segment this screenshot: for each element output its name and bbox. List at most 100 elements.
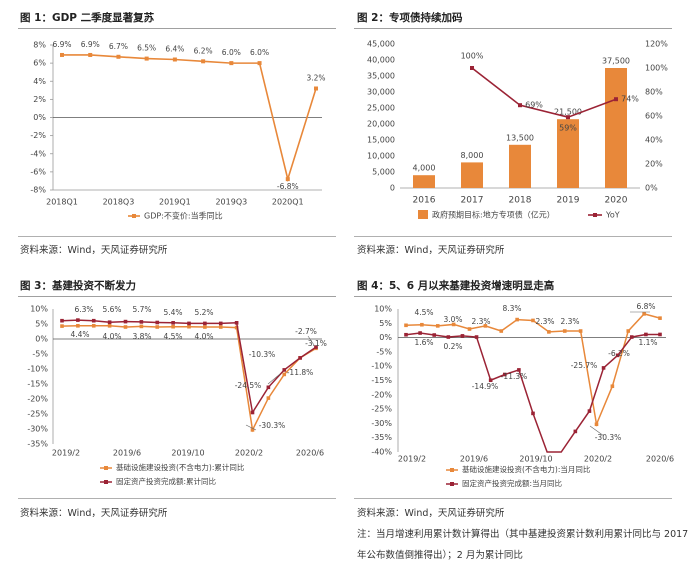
chart2-x-tick-label: 2017 (461, 196, 484, 206)
chart3-marker (250, 428, 255, 432)
chart4-annotation: 1.1% (638, 338, 657, 347)
chart4-bottom-rule (354, 498, 672, 499)
chart2-x-tick-label: 2019 (557, 196, 580, 206)
chart2-y-left-tick-label: 35,000 (367, 72, 395, 81)
chart3-marker (91, 318, 96, 323)
chart3-y-tick-label: -20% (27, 395, 48, 404)
chart3-marker (107, 324, 112, 328)
chart2-y-right-tick-label: 0% (645, 184, 658, 193)
chart3-leader-line (245, 424, 257, 431)
chart4-marker (404, 323, 408, 328)
chart4-title: 图 4：5、6 月以来基建投资增速明显走高 (357, 280, 555, 292)
chart3-annotation: 4.5% (163, 332, 182, 341)
chart1-gdp-marker (172, 57, 177, 62)
chart3-marker (187, 324, 191, 329)
chart2-legend-bar-swatch (418, 210, 428, 219)
chart4-marker (658, 332, 662, 337)
chart4-y-tick-label: -30% (371, 419, 392, 428)
chart3-annotation: -10.3% (249, 350, 276, 359)
chart3-marker (107, 320, 112, 324)
chart3-marker (139, 324, 144, 329)
chart3-source: 资料来源：Wind，天风证券研究所 (20, 508, 168, 519)
chart1-x-tick-label: 2018Q1 (46, 198, 78, 207)
chart2-y-right-tick-label: 120% (645, 40, 668, 49)
chart1-data-label: 6.9% (52, 40, 71, 49)
chart1-data-label: 3.2% (306, 74, 325, 83)
chart1-title: 图 1：GDP 二季度显著复苏 (20, 12, 155, 24)
chart4-y-tick-label: -20% (371, 390, 392, 399)
chart1-top-rule (18, 28, 336, 29)
chart3-marker (266, 396, 271, 400)
chart1-y-tick-label: -8% (30, 186, 46, 195)
chart3-legend-label-1: 基础设施建设投资(不含电力):累计同比 (116, 462, 245, 472)
chart3-marker (171, 321, 175, 325)
chart2-y-left-tick-label: 5,000 (372, 168, 395, 177)
chart2-bar-label: 37,500 (602, 57, 630, 66)
chart4-y-tick-label: -35% (371, 433, 392, 442)
chart1-legend-label: GDP:不变价:当季同比 (144, 211, 223, 221)
chart3-x-tick-label: 2019/2 (52, 449, 80, 458)
chart1-gdp-marker (314, 86, 318, 91)
chart3-marker (250, 410, 255, 415)
chart1-data-label: 6.9% (81, 40, 100, 49)
chart2-y-right-tick-label: 60% (645, 112, 663, 121)
chart3-marker (123, 319, 128, 324)
chart1-y-tick-label: 2% (33, 95, 46, 104)
chart4-x-tick-label: 2019/6 (460, 455, 488, 464)
chart4-annotation: 0.2% (443, 342, 462, 351)
chart2-title: 图 2：专项债持续加码 (357, 12, 463, 24)
chart1-y-tick-label: -2% (30, 131, 46, 140)
chart3-annotation: 5.4% (163, 308, 182, 317)
chart1-data-label: 6.4% (165, 45, 184, 54)
chart2-yoy-label: 69% (525, 101, 543, 110)
chart3-marker (155, 320, 160, 325)
chart4-marker (594, 422, 599, 427)
chart4-annotation: 6.8% (636, 302, 655, 311)
chart4-marker (587, 409, 592, 413)
chart4-marker (573, 429, 578, 434)
chart3-annotation: -11.8% (287, 368, 314, 377)
chart4-series-line (405, 313, 661, 427)
chart1-data-label: 6.0% (222, 48, 241, 57)
chart1-data-label: -6.8% (277, 182, 299, 191)
chart4-marker (615, 353, 620, 358)
chart1-gdp-marker (88, 52, 93, 57)
chart4-marker (531, 318, 535, 323)
chart1-x-tick-label: 2019Q3 (215, 198, 247, 207)
chart4-annotation: 2.3% (471, 317, 490, 326)
chart3-y-tick-label: -35% (27, 440, 48, 449)
chart2-bar (509, 144, 531, 188)
chart4-marker (483, 324, 488, 328)
chart4-marker (432, 333, 437, 337)
chart3-x-tick-label: 2020/2 (235, 449, 263, 458)
chart1-gdp-marker (60, 52, 64, 57)
chart3-leader-line (267, 373, 281, 385)
chart3-marker (234, 325, 239, 330)
chart3-top-rule (18, 296, 336, 297)
chart3-marker (155, 325, 160, 329)
chart2-yoy-marker (614, 97, 618, 102)
chart3-marker (60, 324, 64, 328)
chart4-x-tick-label: 2019/2 (398, 455, 426, 464)
chart4-marker (578, 329, 583, 333)
chart2-legend-line-label: YoY (605, 211, 620, 220)
chart4-annotation: 3.0% (443, 315, 462, 324)
chart4-marker (446, 335, 451, 339)
chart3-annotation: 6.3% (74, 305, 93, 314)
chart3-annotation: 4.0% (194, 332, 213, 341)
chart2-x-tick-label: 2016 (413, 196, 436, 206)
chart1-bottom-rule (18, 236, 336, 237)
chart2-bar (557, 119, 579, 188)
chart4-marker (629, 335, 634, 339)
chart4-y-tick-label: -25% (371, 405, 392, 414)
chart3-marker (234, 321, 239, 325)
chart4-marker (601, 366, 606, 370)
chart4-annotation: 2.3% (535, 317, 554, 326)
chart4-note-line2: 年公布数值倒推得出）；2 月为累计同比 (357, 550, 523, 561)
chart2-yoy-marker (518, 103, 522, 108)
chart3-legend-marker-1 (104, 466, 108, 470)
chart3-x-tick-label: 2019/6 (113, 449, 141, 458)
chart3-annotation: 5.7% (132, 305, 151, 314)
chart4-marker (562, 329, 567, 333)
